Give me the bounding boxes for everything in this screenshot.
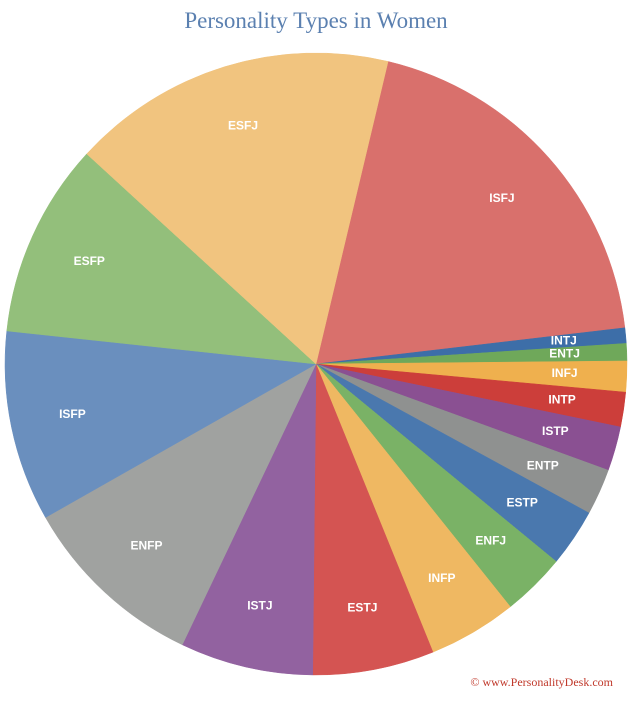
pie <box>4 52 628 676</box>
pie-slice <box>6 153 317 365</box>
slice-label: ENFP <box>130 538 162 552</box>
slice-label: ISFJ <box>489 191 514 205</box>
slice-label: INFP <box>428 571 455 585</box>
pie-slice <box>312 363 434 676</box>
slice-label: ENTJ <box>549 347 580 361</box>
slice-label: INTJ <box>551 333 577 347</box>
pie-slice <box>4 330 317 518</box>
slice-label: ENFJ <box>475 533 506 547</box>
slice-label: INFJ <box>552 366 578 380</box>
slice-label: ESTJ <box>347 601 377 615</box>
pie-slice <box>315 61 626 365</box>
slice-label: ENTP <box>527 459 559 473</box>
source-note: © www.PersonalityDesk.com <box>470 675 613 689</box>
pie-slice <box>181 363 317 676</box>
slice-label: ISTJ <box>247 599 272 613</box>
slice-label: ESFP <box>74 254 105 268</box>
pie-slice <box>45 363 317 646</box>
slice-label: ISFP <box>59 407 86 421</box>
slice-label: ESTP <box>507 495 538 509</box>
chart-title: Personality Types in Women <box>184 8 448 33</box>
slice-label: ESFJ <box>228 118 258 132</box>
pie-slice <box>86 52 389 365</box>
slice-label: INTP <box>548 393 575 407</box>
slice-label: ISTP <box>542 424 569 438</box>
